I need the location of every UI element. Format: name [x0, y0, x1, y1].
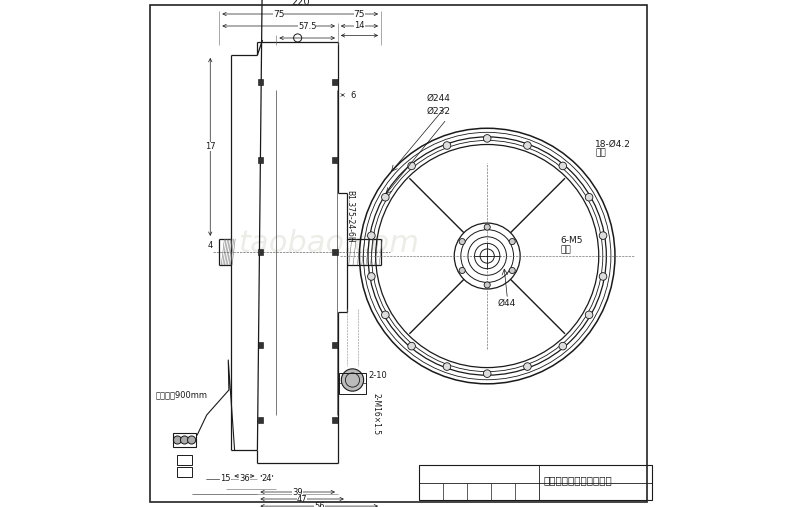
Bar: [332, 249, 338, 255]
Circle shape: [443, 363, 450, 371]
Circle shape: [459, 268, 466, 274]
Text: 4: 4: [208, 241, 213, 250]
Text: 17: 17: [205, 142, 215, 152]
Text: Ø44: Ø44: [498, 299, 515, 308]
Bar: [332, 417, 338, 423]
Circle shape: [586, 311, 593, 319]
Text: 36: 36: [239, 474, 250, 483]
Text: 47: 47: [297, 495, 307, 504]
Bar: [258, 157, 263, 163]
Bar: [332, 342, 338, 348]
Text: Ø232: Ø232: [426, 107, 450, 116]
Circle shape: [559, 162, 566, 170]
Circle shape: [509, 238, 515, 244]
Text: 均布: 均布: [561, 245, 571, 254]
Text: 56: 56: [314, 502, 325, 507]
Circle shape: [181, 436, 189, 444]
Circle shape: [484, 282, 490, 288]
Text: 15: 15: [220, 474, 230, 483]
Text: 24: 24: [262, 474, 272, 483]
Circle shape: [483, 134, 491, 142]
Circle shape: [484, 224, 490, 230]
Text: 6: 6: [351, 91, 356, 99]
Text: 39: 39: [292, 488, 303, 497]
Circle shape: [459, 238, 466, 244]
Text: 均布: 均布: [595, 149, 606, 158]
Text: 75: 75: [354, 11, 365, 19]
Circle shape: [524, 141, 531, 149]
Circle shape: [382, 193, 389, 201]
Circle shape: [509, 268, 515, 274]
Bar: [332, 79, 338, 85]
Text: 220: 220: [291, 0, 310, 8]
Circle shape: [443, 141, 450, 149]
Text: 6-M5: 6-M5: [561, 236, 583, 245]
Circle shape: [559, 342, 566, 350]
Bar: [177, 467, 192, 477]
Circle shape: [367, 232, 375, 239]
Bar: [258, 342, 263, 348]
Circle shape: [599, 232, 607, 239]
Bar: [173, 433, 196, 447]
Circle shape: [342, 369, 364, 391]
Text: 14: 14: [354, 21, 365, 30]
Text: 出线长：900mm: 出线长：900mm: [156, 390, 208, 400]
Text: Ø244: Ø244: [426, 93, 450, 102]
Circle shape: [408, 162, 415, 170]
Circle shape: [483, 370, 491, 377]
Text: 2-10: 2-10: [369, 372, 387, 380]
Bar: [332, 157, 338, 163]
Circle shape: [382, 311, 389, 319]
Text: B1.375-24-6H: B1.375-24-6H: [346, 190, 354, 243]
Bar: [258, 249, 263, 255]
Bar: [258, 79, 263, 85]
Bar: [258, 417, 263, 423]
Text: 18-Ø4.2: 18-Ø4.2: [595, 140, 631, 149]
Bar: [419, 465, 652, 500]
Bar: [338, 374, 366, 394]
Circle shape: [367, 273, 375, 280]
Text: 57.5: 57.5: [298, 22, 317, 31]
Text: 75: 75: [273, 11, 284, 19]
Circle shape: [408, 342, 415, 350]
Circle shape: [187, 436, 196, 444]
Circle shape: [586, 193, 593, 201]
Text: 台州市全顺电机有限公司: 台州市全顺电机有限公司: [543, 475, 612, 485]
Circle shape: [174, 436, 182, 444]
Bar: [177, 455, 192, 464]
Circle shape: [599, 273, 607, 280]
Circle shape: [524, 363, 531, 371]
Text: taobao.com: taobao.com: [238, 229, 419, 258]
Text: 2-M16×1.5: 2-M16×1.5: [371, 393, 380, 435]
